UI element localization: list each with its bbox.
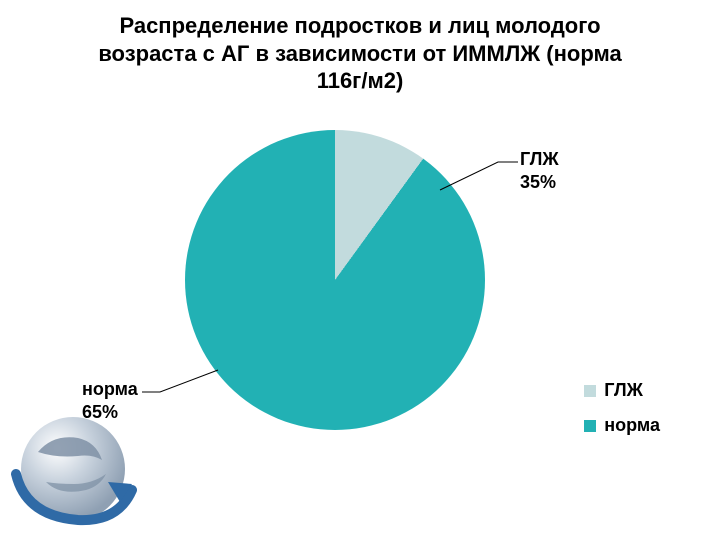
- legend-item-norma: норма: [584, 415, 660, 436]
- legend-label-norma: норма: [604, 415, 660, 436]
- pie-chart: [185, 130, 485, 430]
- legend-label-glzh: ГЛЖ: [604, 380, 643, 401]
- legend-swatch-glzh: [584, 385, 596, 397]
- pie-disc: [185, 130, 485, 430]
- slice-label-glzh: ГЛЖ35%: [520, 148, 559, 193]
- legend-item-glzh: ГЛЖ: [584, 380, 660, 401]
- globe-icon: [8, 404, 138, 534]
- legend: ГЛЖ норма: [584, 380, 660, 450]
- legend-swatch-norma: [584, 420, 596, 432]
- chart-title: Распределение подростков и лиц молодого …: [80, 12, 640, 95]
- slide: Распределение подростков и лиц молодого …: [0, 0, 720, 540]
